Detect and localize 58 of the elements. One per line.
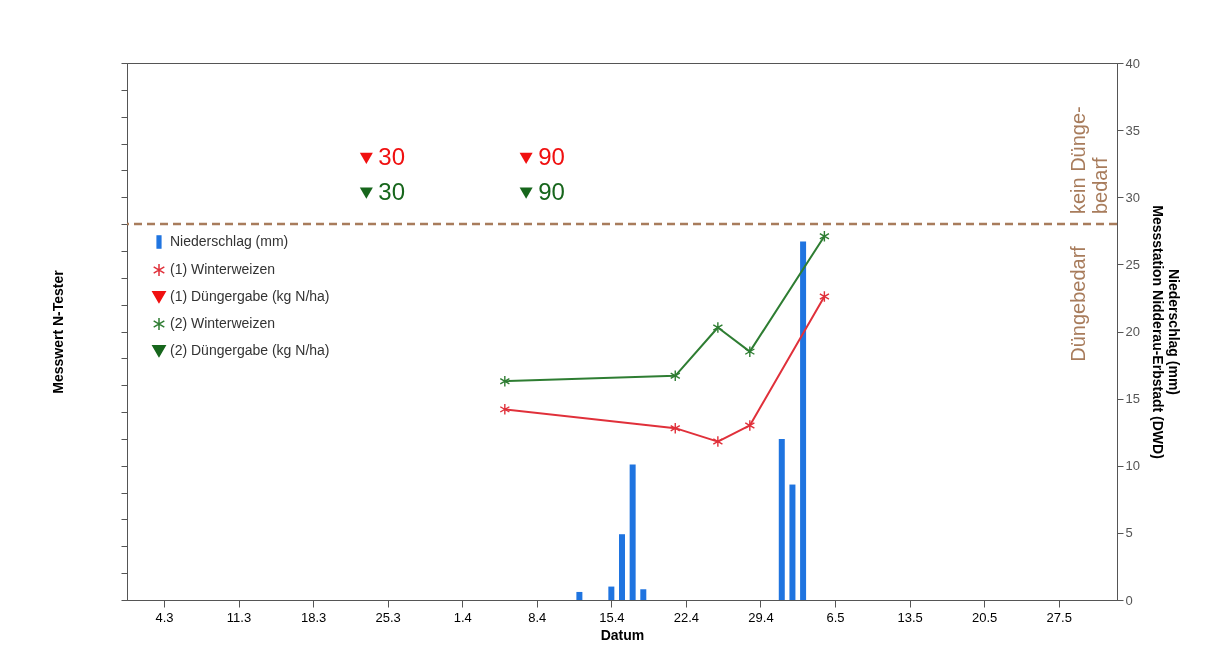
annotation: Düngebedarf	[1067, 245, 1089, 362]
point	[744, 345, 756, 358]
point	[499, 403, 511, 416]
legend-label: Niederschlag (mm)	[170, 233, 289, 249]
bar	[800, 241, 807, 600]
bar	[778, 438, 785, 600]
x-tick-label: 15.4	[599, 609, 625, 625]
point	[359, 152, 373, 164]
point	[819, 230, 830, 243]
y-tick-label: 0	[1125, 592, 1133, 608]
legend-label: (2) Düngergabe (kg N/ha)	[170, 342, 330, 358]
bar	[619, 534, 625, 600]
x-tick-label: 22.4	[673, 609, 700, 625]
y-tick-label: 30	[1125, 189, 1140, 205]
point	[519, 187, 533, 199]
point	[499, 375, 511, 388]
x-tick-label: 20.5	[972, 609, 998, 625]
annotation: 90	[538, 143, 565, 171]
y-tick-label: 40	[1125, 55, 1140, 71]
point	[712, 321, 724, 334]
point	[670, 422, 681, 435]
point	[744, 419, 756, 432]
legend-label: (2) Winterweizen	[170, 315, 276, 331]
bar	[629, 464, 636, 600]
y-tick-label: 20	[1125, 324, 1140, 339]
annotation: 30	[378, 143, 406, 171]
x-tick-label: 1.4	[453, 609, 472, 625]
x-tick-label: 29.4	[748, 609, 774, 625]
legend-label: (1) Düngergabe (kg N/ha)	[170, 288, 330, 304]
x-tick-label: 13.5	[897, 609, 923, 625]
x-tick-label: 18.3	[300, 609, 327, 625]
x-tick-label: 27.5	[1046, 609, 1072, 625]
point	[359, 187, 373, 199]
annotation: 90	[538, 178, 565, 206]
y-axis-title: Messwert N-Tester	[50, 269, 66, 394]
x-tick-label: 11.3	[226, 609, 252, 625]
point	[819, 290, 830, 303]
y2-axis-title: Niederschlag (mm) Messstation Nidderau-Erbstadt (DWD)	[1149, 205, 1182, 459]
bar	[576, 591, 583, 600]
legend-label: (1) Winterweizen	[170, 261, 276, 277]
x-axis-title: Datum	[600, 626, 645, 643]
ref-line-label: kein Dünge- bedarf	[1067, 106, 1111, 215]
x-tick-label: 4.3	[155, 609, 174, 625]
bar	[789, 484, 796, 600]
point	[519, 152, 533, 164]
x-tick-label: 25.3	[375, 609, 401, 625]
y-tick-label: 15	[1125, 391, 1140, 407]
y-tick-label: 10	[1125, 458, 1140, 474]
y-tick-label: 35	[1125, 122, 1140, 138]
bar	[608, 586, 615, 600]
x-tick-label: 6.5	[826, 609, 845, 625]
point	[712, 435, 724, 448]
annotation: 30	[378, 178, 406, 206]
point	[670, 369, 681, 382]
bar	[640, 589, 647, 600]
x-tick-label: 8.4	[528, 609, 547, 625]
y-tick-label: 25	[1125, 256, 1140, 272]
y-tick-label: 5	[1125, 525, 1133, 541]
